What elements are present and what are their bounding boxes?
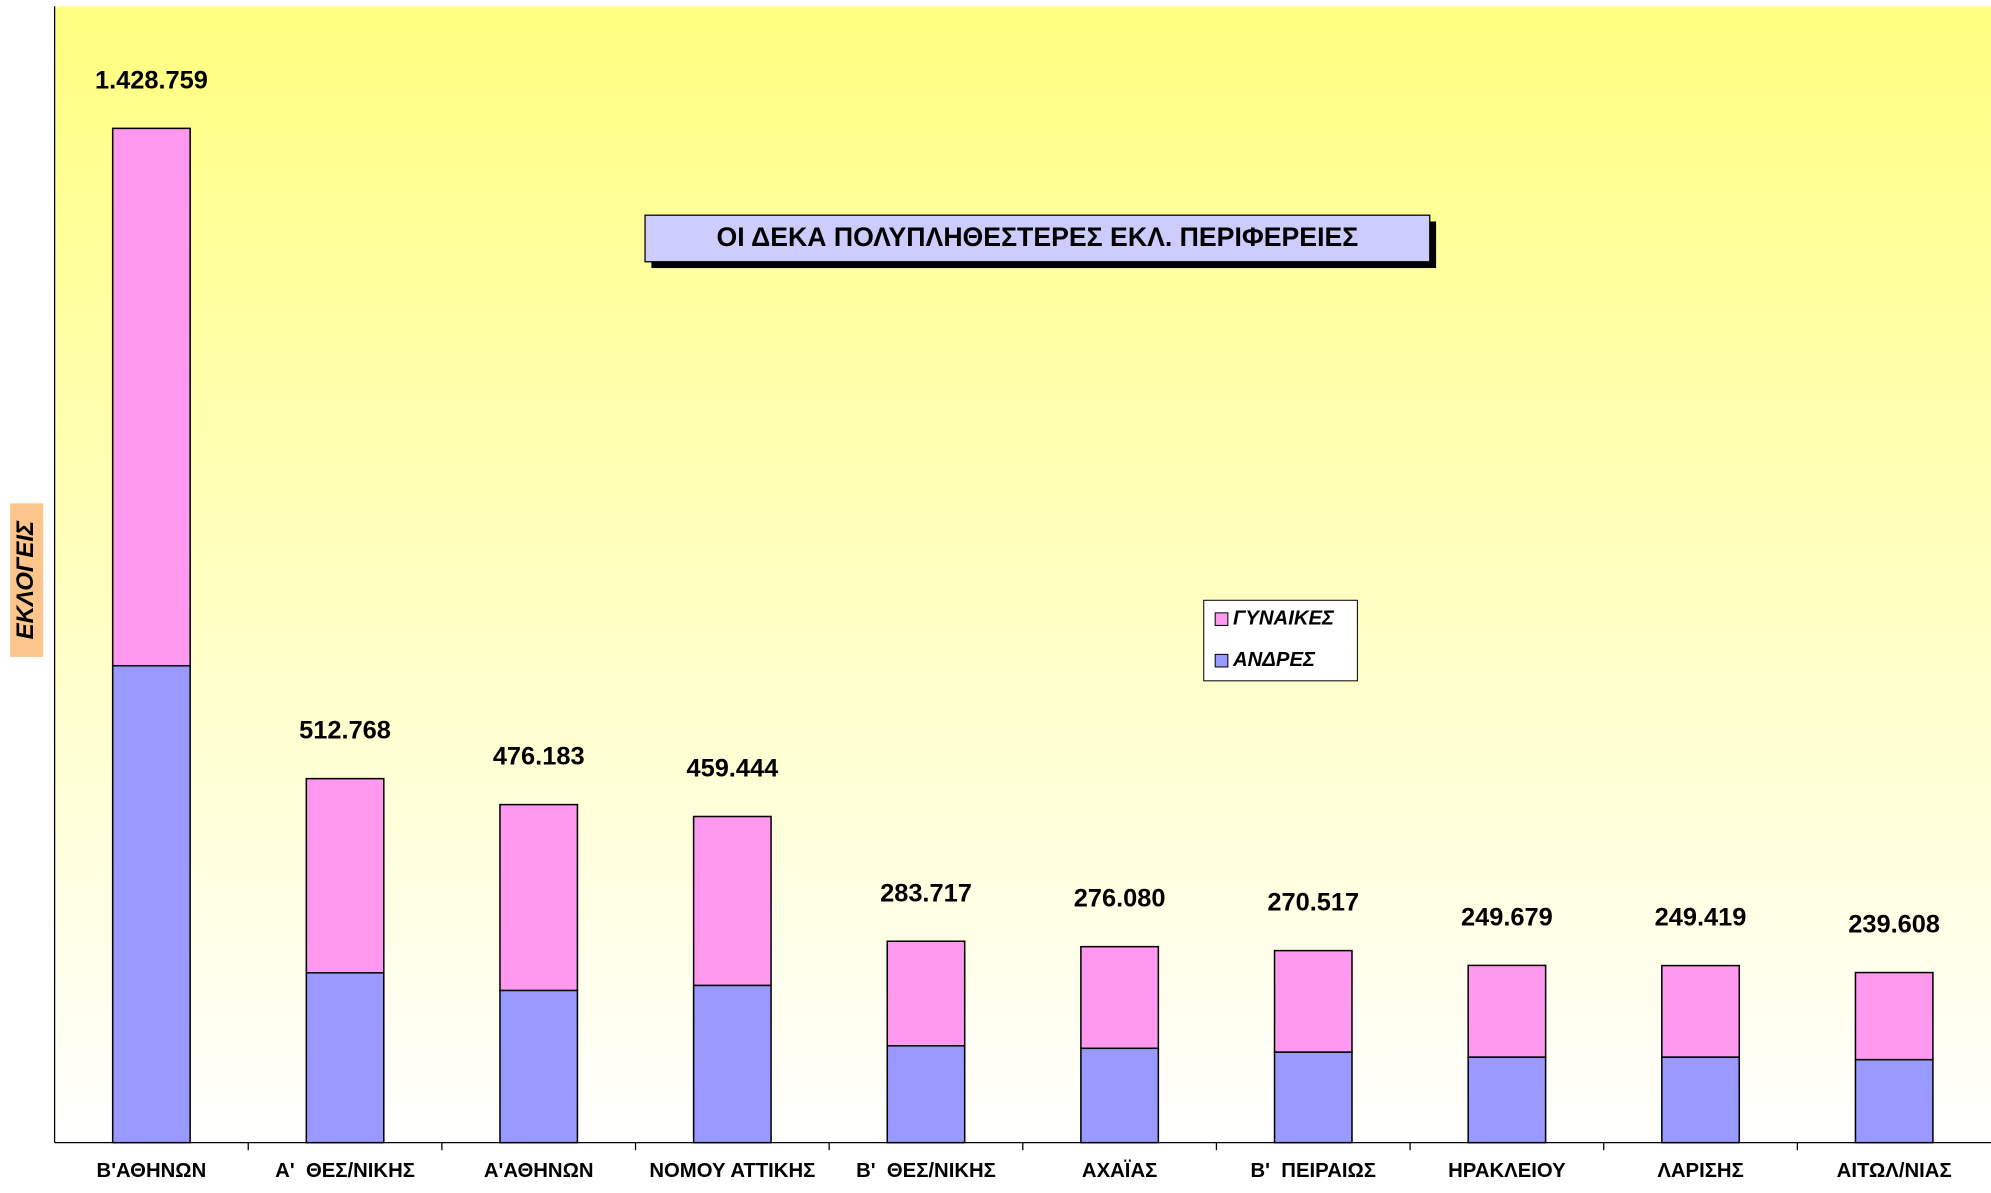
bar-segment xyxy=(305,777,385,974)
legend-swatch xyxy=(1214,653,1229,668)
bar-segment xyxy=(692,984,772,1144)
x-tick-label: Α' ΘΕΣ/ΝΙΚΗΣ xyxy=(275,1160,415,1182)
bar-segment xyxy=(1854,1058,1934,1144)
y-axis-label: ΕΚΛΟΓΕΙΣ xyxy=(12,520,39,639)
total-label: 276.080 xyxy=(1074,885,1166,913)
total-label: 283.717 xyxy=(880,879,972,907)
bar-segment xyxy=(692,815,772,987)
bar-segment xyxy=(886,1045,966,1144)
total-label: 476.183 xyxy=(493,743,585,771)
bar-segment xyxy=(886,940,966,1047)
x-tick-label: ΑΙΤΩΛ/ΝΙΑΣ xyxy=(1837,1160,1952,1182)
x-tick-label: Β' ΘΕΣ/ΝΙΚΗΣ xyxy=(856,1160,996,1182)
total-label: 249.679 xyxy=(1461,904,1553,932)
bar-segment xyxy=(1661,1056,1741,1144)
total-label: 512.768 xyxy=(299,717,391,745)
bar-segment xyxy=(1273,1051,1353,1144)
bar-segment xyxy=(1661,964,1741,1058)
bar-segment xyxy=(1467,1056,1547,1144)
x-tick-label: Β'ΑΘΗΝΩΝ xyxy=(97,1160,207,1182)
chart-title: ΟΙ ΔΕΚΑ ΠΟΛΥΠΛΗΘΕΣΤΕΡΕΣ ΕΚΛ. ΠΕΡΙΦΕΡΕΙΕΣ xyxy=(717,222,1359,252)
bar-segment xyxy=(1080,945,1160,1050)
total-label: 270.517 xyxy=(1267,889,1359,917)
total-label: 249.419 xyxy=(1655,904,1747,932)
title-box xyxy=(644,214,1431,263)
legend-label: ΑΝΔΡΕΣ xyxy=(1232,649,1316,671)
bar-segment xyxy=(111,127,191,667)
legend-label: ΓΥΝΑΙΚΕΣ xyxy=(1233,608,1335,630)
x-tick-label: ΑΧΑΪΑΣ xyxy=(1082,1159,1157,1182)
x-tick-label: ΝΟΜΟΥ ΑΤΤΙΚΗΣ xyxy=(649,1160,815,1182)
total-label: 459.444 xyxy=(686,755,778,783)
bar-segment xyxy=(1080,1047,1160,1144)
x-tick-label: ΛΑΡΙΣΗΣ xyxy=(1657,1160,1743,1182)
bar-segment xyxy=(1467,964,1547,1058)
x-tick-label: Α'ΑΘΗΝΩΝ xyxy=(484,1160,594,1182)
bar-segment xyxy=(1273,949,1353,1053)
bar-segment xyxy=(499,989,579,1144)
legend-swatch xyxy=(1214,612,1229,626)
x-tick-label: Β' ΠΕΙΡΑΙΩΣ xyxy=(1251,1160,1376,1182)
y-label-bg xyxy=(10,503,44,657)
bar-segment xyxy=(1854,971,1934,1061)
bar-segment xyxy=(499,803,579,992)
legend xyxy=(1203,599,1358,682)
bar-segment xyxy=(305,972,385,1144)
x-tick-label: ΗΡΑΚΛΕΙΟΥ xyxy=(1448,1160,1566,1182)
total-label: 239.608 xyxy=(1848,911,1940,939)
bar-segment xyxy=(111,664,191,1144)
total-label: 1.428.759 xyxy=(95,67,208,95)
